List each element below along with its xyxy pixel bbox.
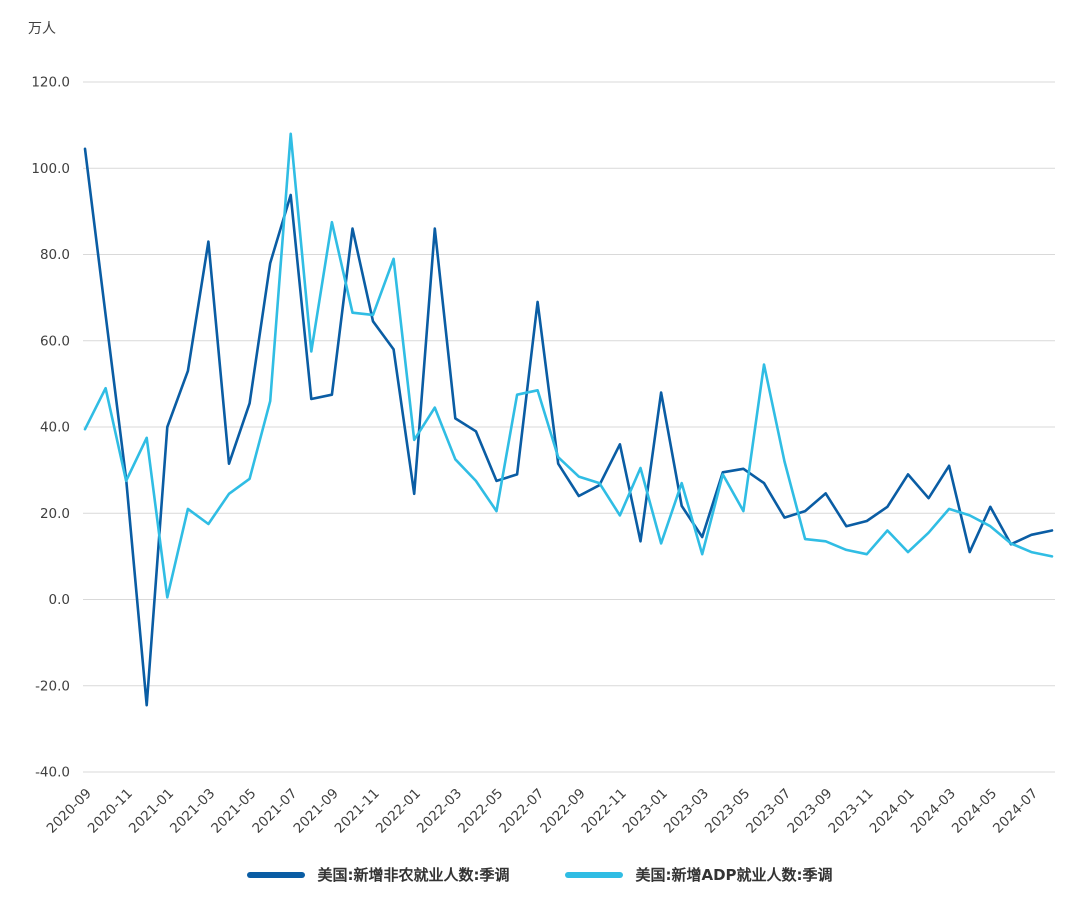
adp-line-swatch xyxy=(565,871,624,878)
chart-legend: 美国:新增非农就业人数:季调 美国:新增ADP就业人数:季调 xyxy=(0,864,1080,885)
y-tick-label: 120.0 xyxy=(31,75,70,91)
legend-item-nonfarm: 美国:新增非农就业人数:季调 xyxy=(247,864,509,885)
y-axis-unit-label: 万人 xyxy=(28,21,56,37)
y-tick-label: -20.0 xyxy=(35,678,70,694)
y-tick-label: -40.0 xyxy=(35,765,70,781)
nonfarm-line-swatch xyxy=(247,871,306,878)
y-tick-label: 100.0 xyxy=(31,161,70,177)
y-tick-label: 40.0 xyxy=(40,420,70,436)
legend-label-adp: 美国:新增ADP就业人数:季调 xyxy=(635,866,833,884)
legend-item-adp: 美国:新增ADP就业人数:季调 xyxy=(565,864,833,885)
y-tick-label: 0.0 xyxy=(49,592,70,608)
adp-employment-line xyxy=(83,132,1054,599)
legend-label-nonfarm: 美国:新增非农就业人数:季调 xyxy=(317,866,510,884)
nonfarm-payrolls-line xyxy=(83,147,1054,707)
x-tick-label: 2024-07 xyxy=(990,786,1041,837)
y-tick-label: 20.0 xyxy=(40,506,70,522)
y-tick-label: 60.0 xyxy=(40,333,70,349)
y-tick-label: 80.0 xyxy=(40,247,70,263)
employment-line-chart: -40.0 -20.0 0.0 20.0 40.0 60.0 80.0 100.0 120.0 2… xyxy=(31,75,1055,837)
